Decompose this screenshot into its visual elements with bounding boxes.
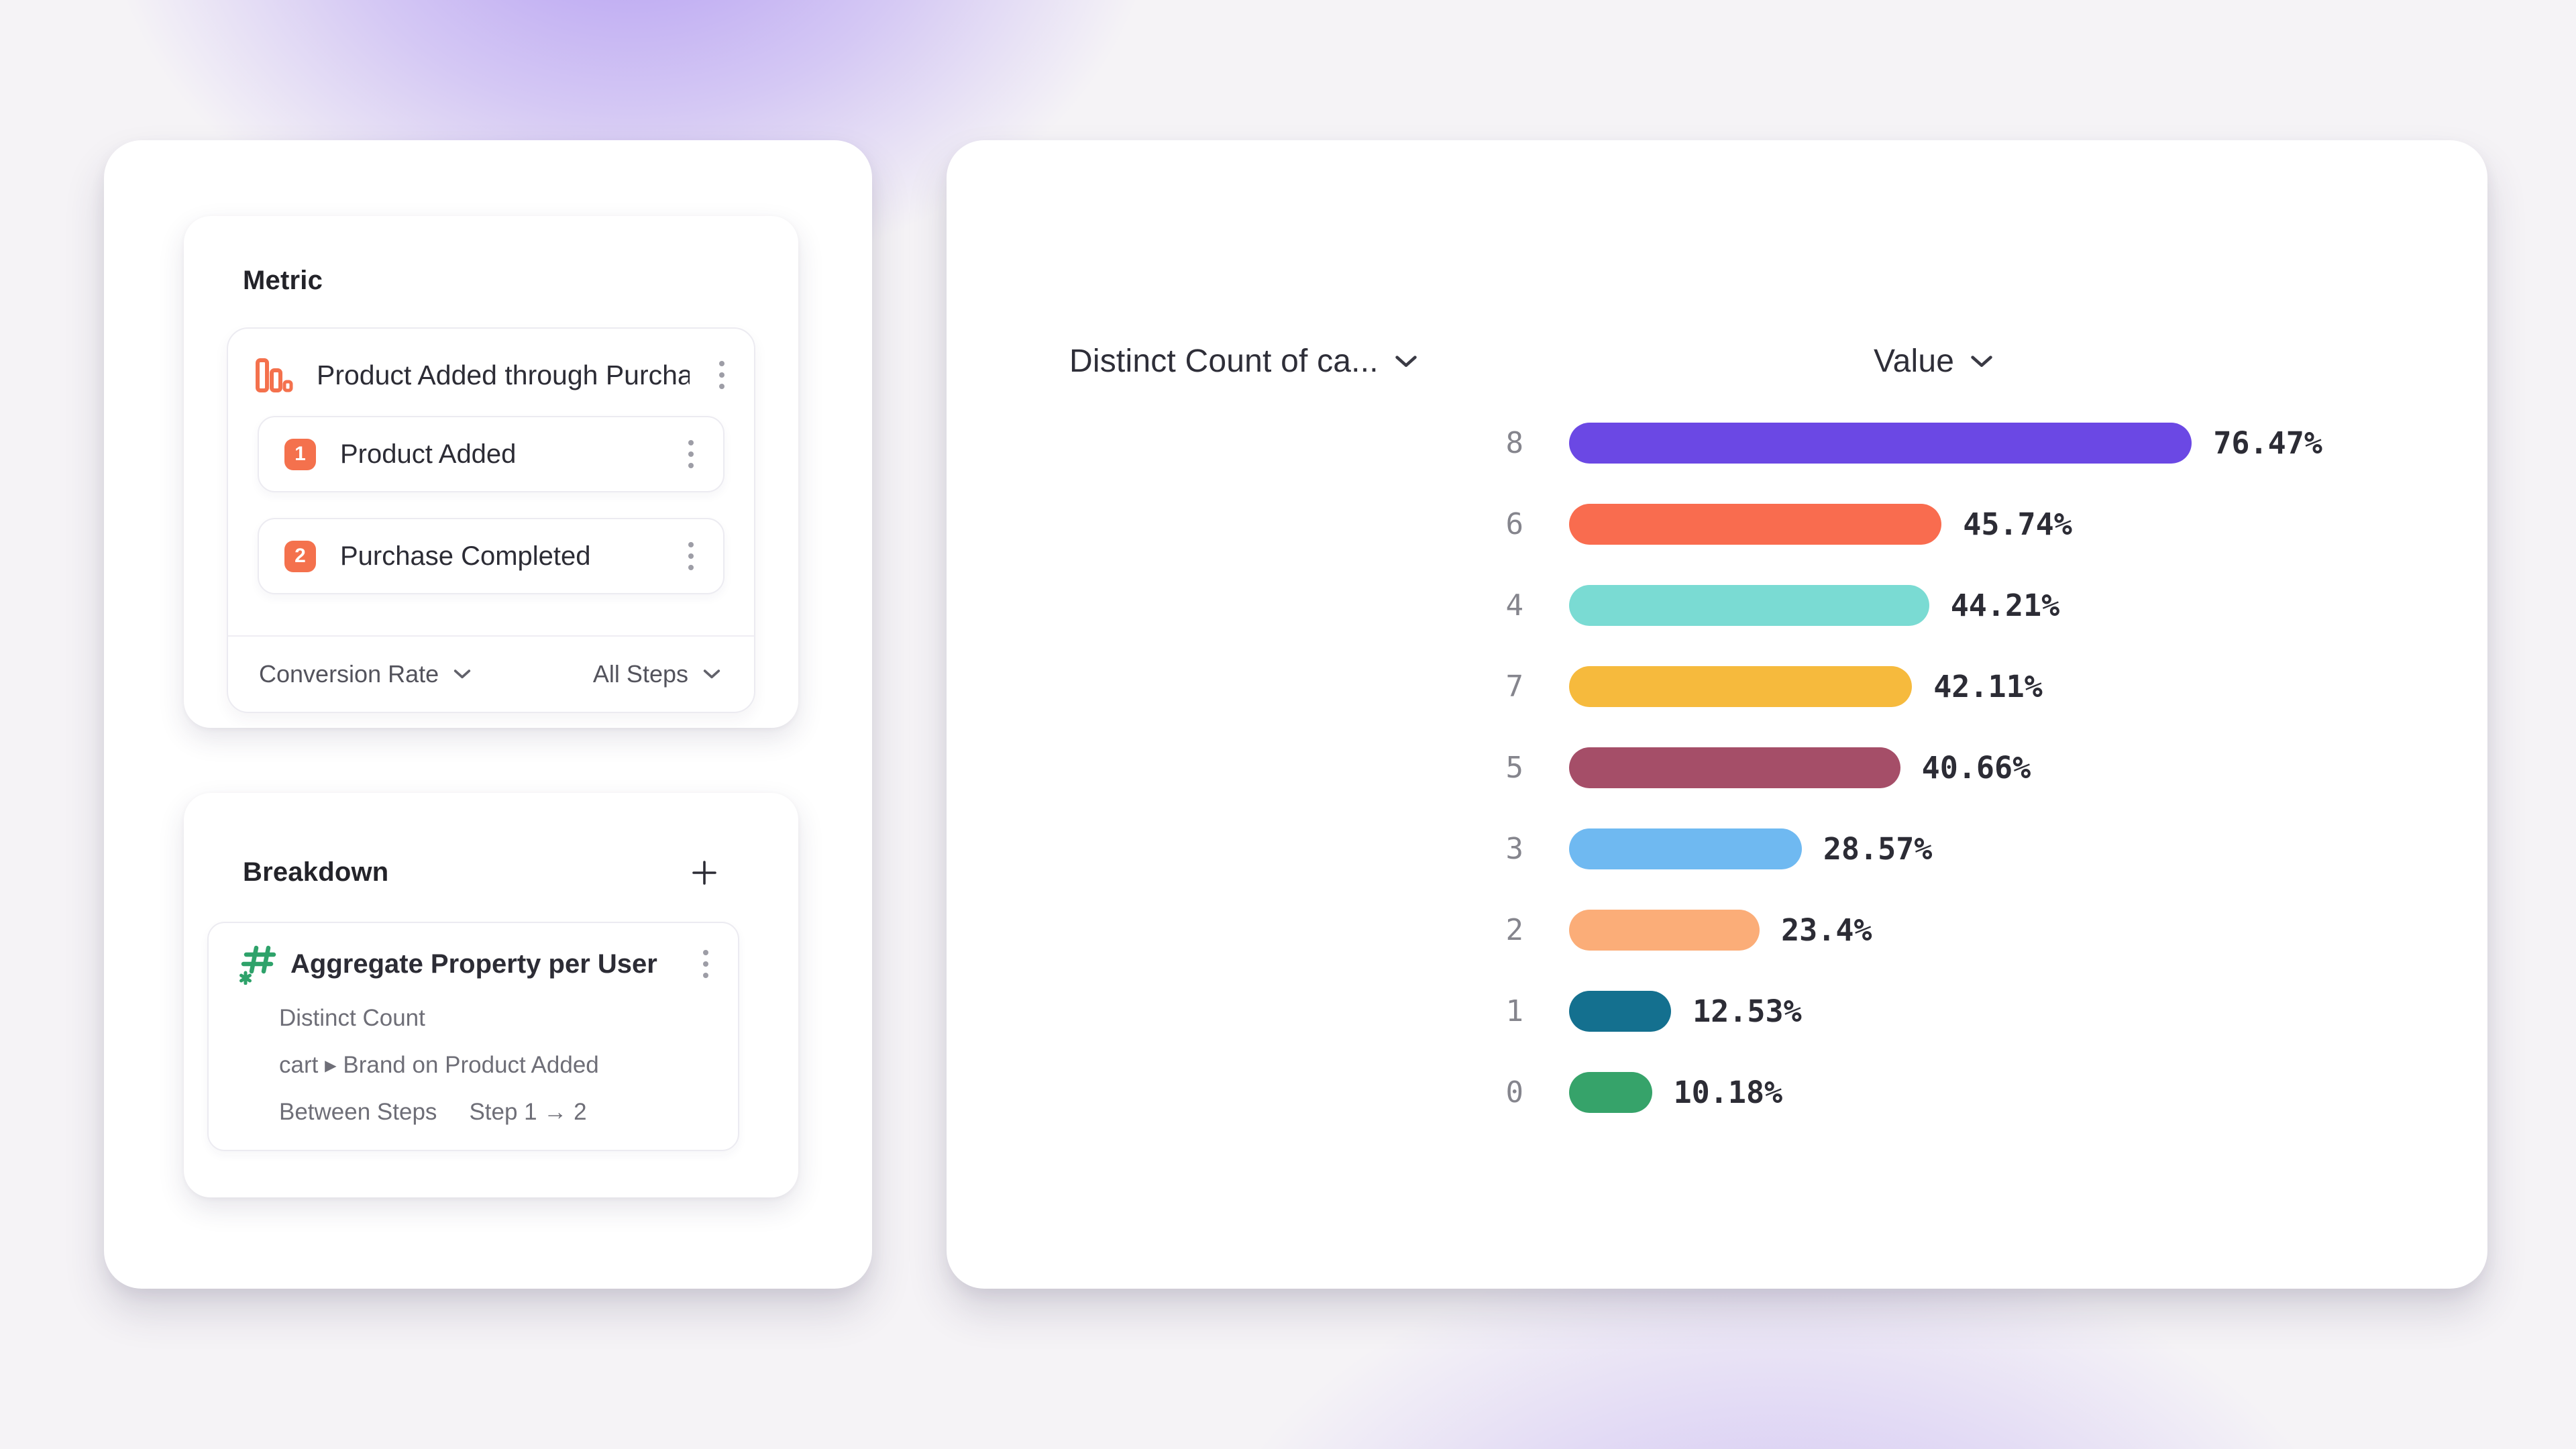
- bar-category-label: 6: [1505, 507, 1524, 541]
- breakdown-between-steps: Between Steps Step 1 → 2: [279, 1099, 715, 1126]
- bar-row: 7 42.11%: [947, 646, 2487, 727]
- kebab-menu-icon[interactable]: [696, 946, 715, 982]
- kebab-menu-icon[interactable]: [682, 538, 700, 574]
- bar[interactable]: [1569, 504, 1942, 545]
- chart-card: Distinct Count of ca... Value 8 76.47% 6 45…: [947, 140, 2487, 1289]
- step-label: Product Added: [340, 439, 517, 469]
- bar-category-label: 5: [1505, 751, 1524, 785]
- bar-category-label: 8: [1505, 426, 1524, 460]
- bar-row: 6 45.74%: [947, 484, 2487, 565]
- measure-dropdown[interactable]: Conversion Rate: [259, 660, 471, 688]
- metric-section: Metric Product Added through Purcha... 1…: [184, 216, 798, 728]
- breakdown-item[interactable]: Aggregate Property per User Distinct Cou…: [207, 922, 739, 1151]
- between-steps-value: Step 1 → 2: [469, 1099, 587, 1125]
- bar[interactable]: [1569, 910, 1760, 951]
- bar-chart: 8 76.47% 6 45.74% 4 44.21% 7 42.11% 5 40.66% 3 28.5…: [947, 402, 2487, 1133]
- bar-row: 0 10.18%: [947, 1052, 2487, 1133]
- step-number-badge: 2: [284, 540, 316, 572]
- bar-row: 5 40.66%: [947, 727, 2487, 808]
- kebab-menu-icon[interactable]: [712, 357, 731, 393]
- bar-value-label: 44.21%: [1950, 588, 2060, 623]
- bar-row: 3 28.57%: [947, 808, 2487, 890]
- value-column-header-label: Value: [1874, 343, 1955, 379]
- metric-section-title: Metric: [243, 266, 323, 295]
- breakdown-item-name: Aggregate Property per User: [290, 949, 657, 979]
- steps-scope-dropdown-label: All Steps: [592, 660, 688, 688]
- breakdown-aggregation: Distinct Count: [279, 1005, 425, 1031]
- between-steps-label: Between Steps: [279, 1099, 437, 1125]
- bar-value-label: 23.4%: [1781, 912, 1872, 948]
- step-number-badge: 1: [284, 438, 316, 470]
- funnel-metric-icon: [252, 354, 294, 396]
- add-breakdown-button[interactable]: [690, 858, 719, 888]
- bar[interactable]: [1569, 991, 1672, 1032]
- chevron-down-icon: [1395, 355, 1417, 368]
- bar-category-label: 3: [1505, 832, 1524, 866]
- bar[interactable]: [1569, 423, 2192, 464]
- category-column-header-label: Distinct Count of ca...: [1069, 343, 1379, 379]
- bar-value-label: 12.53%: [1693, 994, 1802, 1029]
- bar[interactable]: [1569, 828, 1802, 869]
- bar-value-label: 76.47%: [2213, 425, 2322, 461]
- breakdown-section-title: Breakdown: [243, 857, 389, 887]
- chevron-down-icon: [703, 669, 720, 680]
- bar-row: 4 44.21%: [947, 565, 2487, 646]
- bar[interactable]: [1569, 585, 1929, 626]
- funnel-metric-name: Product Added through Purcha...: [317, 359, 690, 390]
- measure-dropdown-label: Conversion Rate: [259, 660, 439, 688]
- kebab-menu-icon[interactable]: [682, 436, 700, 472]
- bar-value-label: 45.74%: [1963, 506, 2072, 542]
- breakdown-section: Breakdown: [184, 793, 798, 1197]
- bar-row: 1 12.53%: [947, 971, 2487, 1052]
- bar[interactable]: [1569, 747, 1900, 788]
- steps-scope-dropdown[interactable]: All Steps: [593, 660, 720, 688]
- funnel-step-row[interactable]: 2 Purchase Completed: [258, 518, 724, 594]
- bar-category-label: 0: [1505, 1075, 1524, 1110]
- bar-row: 2 23.4%: [947, 890, 2487, 971]
- metric-builder-card: Metric Product Added through Purcha... 1…: [104, 140, 872, 1289]
- chevron-down-icon: [1970, 355, 1993, 368]
- category-column-header[interactable]: Distinct Count of ca...: [1069, 343, 1417, 380]
- bar-value-label: 40.66%: [1921, 750, 2031, 786]
- bar-category-label: 2: [1505, 913, 1524, 947]
- bar-value-label: 28.57%: [1823, 831, 1933, 867]
- funnel-metric-item[interactable]: Product Added through Purcha... 1 Produc…: [227, 327, 755, 713]
- breakdown-property-path: cart ▸ Brand on Product Added: [279, 1052, 599, 1078]
- bar-value-label: 10.18%: [1673, 1075, 1783, 1110]
- bar-category-label: 1: [1505, 994, 1524, 1028]
- bar[interactable]: [1569, 666, 1913, 707]
- aggregate-property-icon: [238, 943, 280, 985]
- bar-category-label: 4: [1505, 588, 1524, 623]
- funnel-step-row[interactable]: 1 Product Added: [258, 416, 724, 492]
- bar[interactable]: [1569, 1072, 1652, 1113]
- bar-category-label: 7: [1505, 669, 1524, 704]
- bar-row: 8 76.47%: [947, 402, 2487, 484]
- bar-value-label: 42.11%: [1933, 669, 2043, 704]
- step-label: Purchase Completed: [340, 541, 591, 571]
- chevron-down-icon: [453, 669, 471, 680]
- value-column-header[interactable]: Value: [1874, 343, 1993, 380]
